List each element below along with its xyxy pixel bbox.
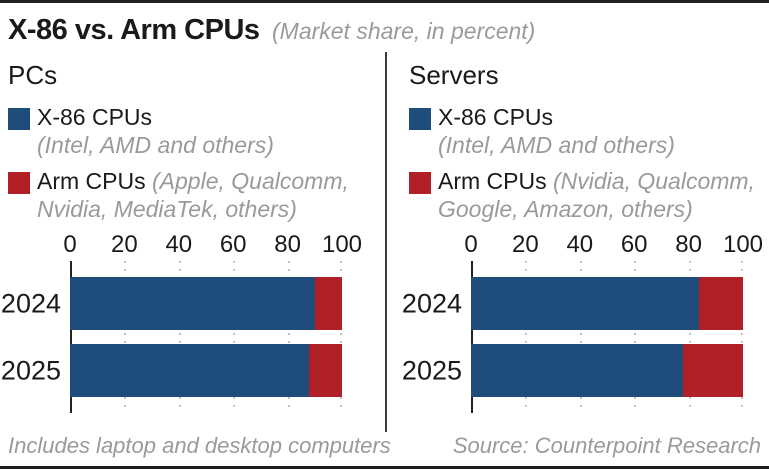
pcs-axis-labels: 0 20 40 60 80 100 bbox=[63, 231, 362, 261]
y-axis-line bbox=[70, 261, 72, 414]
page-subtitle: (Market share, in percent) bbox=[272, 18, 536, 44]
gridline-40 bbox=[178, 261, 181, 414]
stacked-bar bbox=[471, 277, 743, 331]
legend-item-arm-servers: Arm CPUs (Nvidia, Qualcomm, Google, Amaz… bbox=[409, 168, 769, 223]
gridline-80 bbox=[688, 261, 691, 414]
legend-text-x86-pcs: X-86 CPUs (Intel, AMD and others) bbox=[37, 104, 274, 159]
bar-segment-x86 bbox=[70, 344, 310, 398]
axis-tick: 60 bbox=[219, 231, 247, 259]
gridline-20 bbox=[525, 261, 528, 414]
axis-tick: 80 bbox=[675, 231, 702, 259]
panel-pcs: PCs X-86 CPUs (Intel, AMD and others) Ar… bbox=[0, 52, 385, 432]
panel-pcs-heading: PCs bbox=[8, 60, 58, 90]
legend-x86-detail: (Intel, AMD and others) bbox=[438, 131, 675, 158]
gridline-20 bbox=[124, 261, 127, 414]
panel-servers-heading: Servers bbox=[409, 60, 499, 90]
stacked-bar bbox=[471, 344, 743, 398]
axis-tick: 100 bbox=[321, 231, 363, 259]
axis-tick: 0 bbox=[63, 231, 77, 259]
legend-text-x86-servers: X-86 CPUs (Intel, AMD and others) bbox=[438, 104, 675, 159]
gridline-40 bbox=[579, 261, 582, 414]
legend-text-arm-servers: Arm CPUs (Nvidia, Qualcomm, Google, Amaz… bbox=[438, 168, 769, 223]
axis-tick: 40 bbox=[165, 231, 193, 259]
pcs-bar-2024: 2024 bbox=[1, 277, 342, 331]
x86-swatch bbox=[8, 108, 30, 130]
y-axis-line bbox=[471, 261, 473, 414]
axis-tick: 80 bbox=[274, 231, 301, 259]
servers-chart: 0 20 40 60 80 100 2024 bbox=[402, 231, 769, 414]
bar-segment-x86 bbox=[471, 344, 684, 398]
gridline-60 bbox=[634, 261, 637, 414]
stacked-bar bbox=[70, 344, 342, 398]
year-label-2025: 2025 bbox=[401, 355, 462, 386]
axis-tick: 20 bbox=[111, 231, 138, 259]
bar-segment-arm bbox=[314, 277, 342, 331]
bar-segment-arm bbox=[699, 277, 743, 331]
legend-item-x86-servers: X-86 CPUs (Intel, AMD and others) bbox=[409, 104, 769, 159]
servers-bar-2024: 2024 bbox=[402, 277, 743, 331]
page-title: X-86 vs. Arm CPUs bbox=[8, 14, 260, 46]
bar-segment-x86 bbox=[70, 277, 315, 331]
bar-segment-arm bbox=[309, 344, 342, 398]
axis-tick: 0 bbox=[464, 231, 478, 259]
servers-bar-2025: 2025 bbox=[402, 344, 743, 398]
pcs-bar-2025: 2025 bbox=[1, 344, 342, 398]
legend-item-x86-pcs: X-86 CPUs (Intel, AMD and others) bbox=[8, 104, 385, 159]
bar-segment-x86 bbox=[471, 277, 700, 331]
pcs-plot-area: 2024 2025 bbox=[1, 261, 342, 414]
stacked-bar bbox=[70, 277, 342, 331]
legend-arm-detail: (Nvidia, Qualcomm, Google, Amazon, other… bbox=[438, 168, 755, 222]
gridline-60 bbox=[233, 261, 236, 414]
servers-axis-labels: 0 20 40 60 80 100 bbox=[464, 231, 763, 261]
title-row: X-86 vs. Arm CPUs (Market share, in perc… bbox=[0, 3, 769, 50]
servers-plot-area: 2024 2025 bbox=[402, 261, 743, 414]
axis-tick: 40 bbox=[566, 231, 594, 259]
axis-tick: 100 bbox=[722, 231, 764, 259]
axis-tick: 60 bbox=[620, 231, 648, 259]
legend-arm-label: Arm CPUs bbox=[37, 168, 146, 195]
year-label-2024: 2024 bbox=[401, 288, 462, 319]
legend-x86-label: X-86 CPUs bbox=[438, 104, 554, 130]
panel-servers: Servers X-86 CPUs (Intel, AMD and others… bbox=[385, 52, 769, 432]
legend-item-arm-pcs: Arm CPUs (Apple, Qualcomm, Nvidia, Media… bbox=[8, 168, 385, 223]
year-label-2025: 2025 bbox=[0, 355, 61, 386]
legend-arm-detail: (Apple, Qualcomm, Nvidia, MediaTek, othe… bbox=[37, 168, 349, 222]
legend-x86-detail: (Intel, AMD and others) bbox=[37, 131, 274, 158]
legend-text-arm-pcs: Arm CPUs (Apple, Qualcomm, Nvidia, Media… bbox=[37, 168, 369, 223]
source-credit: Source: Counterpoint Research bbox=[452, 433, 761, 458]
footer: Includes laptop and desktop computers So… bbox=[0, 432, 769, 465]
bar-segment-arm bbox=[683, 344, 743, 398]
x86-swatch bbox=[409, 108, 431, 130]
legend-arm-label: Arm CPUs bbox=[438, 168, 547, 195]
arm-swatch bbox=[409, 172, 431, 195]
axis-tick: 20 bbox=[512, 231, 539, 259]
pcs-chart: 0 20 40 60 80 100 2024 bbox=[1, 231, 385, 414]
gridline-100 bbox=[340, 261, 342, 414]
gridline-80 bbox=[287, 261, 290, 414]
arm-swatch bbox=[8, 172, 30, 195]
panels-container: PCs X-86 CPUs (Intel, AMD and others) Ar… bbox=[0, 52, 769, 432]
legend-x86-label: X-86 CPUs bbox=[37, 104, 153, 130]
gridline-100 bbox=[741, 261, 743, 414]
footnote: Includes laptop and desktop computers bbox=[8, 433, 391, 458]
year-label-2024: 2024 bbox=[0, 288, 61, 319]
